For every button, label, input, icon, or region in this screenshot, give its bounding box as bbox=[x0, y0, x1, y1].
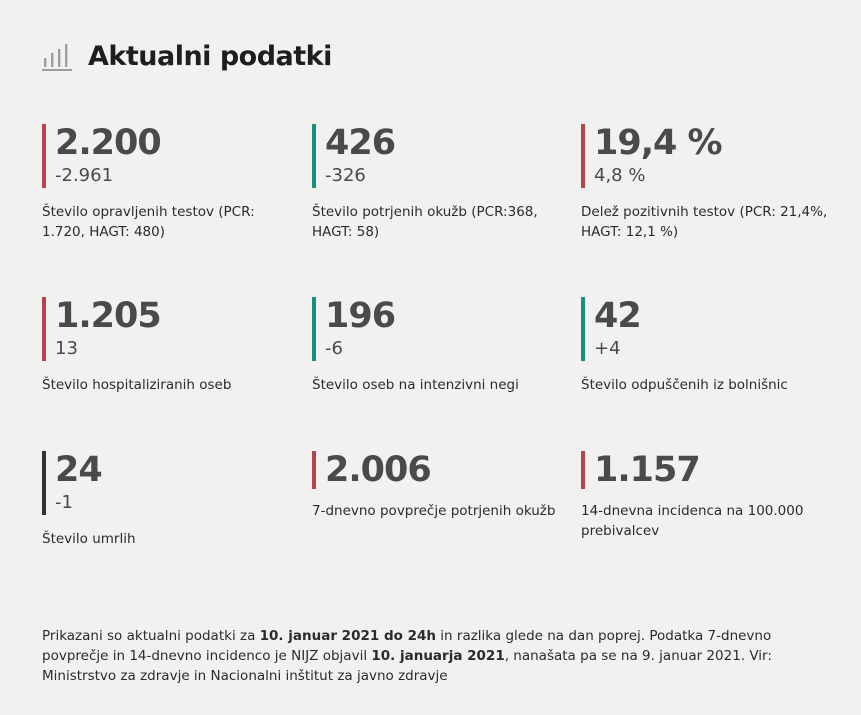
stat-value: 2.200 bbox=[55, 123, 162, 163]
stat-accent-bar bbox=[581, 124, 585, 188]
stat-value: 1.157 bbox=[594, 450, 701, 490]
stat-block: 42 +4 bbox=[581, 297, 831, 361]
stat-confirmed: 426 -326 Število potrjenih okužb (PCR:36… bbox=[312, 124, 562, 242]
stat-block: 2.200 -2.961 bbox=[42, 124, 292, 188]
stat-block: 2.006 bbox=[312, 451, 562, 489]
stat-label: 7-dnevno povprečje potrjenih okužb bbox=[312, 503, 556, 519]
page-title: Aktualni podatki bbox=[88, 40, 332, 72]
stat-label: Delež pozitivnih testov (PCR: 21,4%, HAG… bbox=[581, 204, 828, 240]
stat-value: 426 bbox=[325, 123, 396, 163]
stat-block: 426 -326 bbox=[312, 124, 562, 188]
stat-label: Število umrlih bbox=[42, 531, 136, 547]
bar-chart-icon bbox=[42, 44, 72, 71]
stat-change: 4,8 % bbox=[594, 165, 646, 186]
stat-block: 19,4 % 4,8 % bbox=[581, 124, 831, 188]
footnote: Prikazani so aktualni podatki za 10. jan… bbox=[42, 626, 822, 686]
stat-label: Število opravljenih testov (PCR: 1.720, … bbox=[42, 204, 255, 240]
stat-label: Število hospitaliziranih oseb bbox=[42, 377, 232, 393]
stat-label: Število potrjenih okužb (PCR:368, HAGT: … bbox=[312, 204, 538, 240]
stat-value: 19,4 % bbox=[594, 123, 723, 163]
stat-label: Število odpuščenih iz bolnišnic bbox=[581, 377, 788, 393]
stat-intensive-care: 196 -6 Število oseb na intenzivni negi bbox=[312, 297, 562, 395]
stat-accent-bar bbox=[581, 451, 585, 489]
stat-block: 1.157 bbox=[581, 451, 831, 489]
stat-hospitalized: 1.205 13 Število hospitaliziranih oseb bbox=[42, 297, 292, 395]
stat-change: -1 bbox=[55, 492, 73, 513]
stat-accent-bar bbox=[42, 124, 46, 188]
stat-block: 196 -6 bbox=[312, 297, 562, 361]
stat-deaths: 24 -1 Število umrlih bbox=[42, 451, 292, 549]
footnote-text: , nanašata pa se na 9. januar 2021. Vir:… bbox=[42, 648, 772, 684]
stat-tests: 2.200 -2.961 Število opravljenih testov … bbox=[42, 124, 292, 242]
stat-value: 1.205 bbox=[55, 296, 162, 336]
stat-block: 24 -1 bbox=[42, 451, 292, 515]
stat-value: 24 bbox=[55, 450, 103, 490]
footnote-date-bold: 10. januar 2021 do 24h bbox=[259, 628, 436, 644]
stat-change: +4 bbox=[594, 338, 621, 359]
stat-accent-bar bbox=[42, 297, 46, 361]
stat-change: 13 bbox=[55, 338, 78, 359]
stat-label: Število oseb na intenzivni negi bbox=[312, 377, 519, 393]
footnote-publish-date-bold: 10. januarja 2021 bbox=[371, 648, 505, 664]
stat-7day-average: 2.006 7-dnevno povprečje potrjenih okužb bbox=[312, 451, 562, 521]
page-header: Aktualni podatki bbox=[42, 36, 332, 76]
footnote-text: Prikazani so aktualni podatki za bbox=[42, 628, 260, 644]
stat-positive-share: 19,4 % 4,8 % Delež pozitivnih testov (PC… bbox=[581, 124, 831, 242]
footnote-text: in razlika glede na dan poprej. Podatka … bbox=[42, 628, 772, 664]
stat-label: 14-dnevna incidenca na 100.000 prebivalc… bbox=[581, 503, 804, 539]
stat-14day-incidence: 1.157 14-dnevna incidenca na 100.000 pre… bbox=[581, 451, 831, 541]
stat-discharged: 42 +4 Število odpuščenih iz bolnišnic bbox=[581, 297, 831, 395]
stat-value: 196 bbox=[325, 296, 396, 336]
stat-accent-bar bbox=[312, 297, 316, 361]
stat-accent-bar bbox=[312, 451, 316, 489]
stat-block: 1.205 13 bbox=[42, 297, 292, 361]
stat-change: -6 bbox=[325, 338, 343, 359]
stat-accent-bar bbox=[581, 297, 585, 361]
stat-value: 2.006 bbox=[325, 450, 432, 490]
stat-accent-bar bbox=[312, 124, 316, 188]
stat-value: 42 bbox=[594, 296, 642, 336]
stat-change: -2.961 bbox=[55, 165, 114, 186]
stat-accent-bar bbox=[42, 451, 46, 515]
stat-change: -326 bbox=[325, 165, 366, 186]
